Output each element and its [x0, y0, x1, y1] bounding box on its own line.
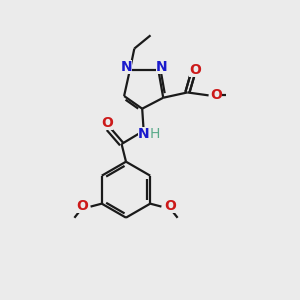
Text: O: O	[76, 199, 88, 213]
Text: N: N	[156, 60, 168, 74]
Text: O: O	[101, 116, 113, 130]
Text: O: O	[164, 199, 176, 213]
Text: N: N	[138, 127, 149, 141]
Text: O: O	[189, 63, 201, 77]
Text: O: O	[210, 88, 222, 102]
Text: H: H	[150, 127, 160, 141]
Text: N: N	[121, 60, 132, 74]
